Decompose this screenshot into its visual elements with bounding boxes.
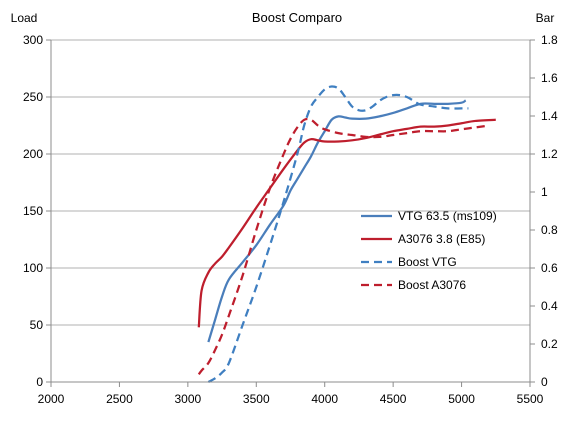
- y-tick-label: 250: [23, 90, 43, 104]
- y2-tick-label: 1.2: [541, 147, 558, 161]
- series-line-2: [207, 85, 469, 383]
- legend-label: VTG 63.5 (ms109): [398, 209, 497, 223]
- x-tick-label: 2000: [38, 392, 65, 406]
- y2-tick-label: 0.8: [541, 223, 558, 237]
- series-line-1: [197, 118, 496, 328]
- y2-tick-label: 0.2: [541, 337, 558, 351]
- y2-tick-label: 0: [541, 375, 548, 389]
- y2-tick-label: 1: [541, 185, 548, 199]
- x-tick-label: 3000: [175, 392, 202, 406]
- x-tick-label: 5500: [517, 392, 544, 406]
- y-axis-title: Load: [11, 11, 38, 25]
- x-tick-label: 3500: [243, 392, 270, 406]
- y-tick-label: 50: [30, 318, 44, 332]
- gridlines: [51, 39, 530, 326]
- legend: VTG 63.5 (ms109) A3076 3.8 (E85) Boost VTG…: [361, 209, 497, 292]
- x-tick-label: 5000: [448, 392, 475, 406]
- axes: 2000 2500 3000 3500 4000 4500 5000 550005010015…: [23, 33, 558, 406]
- y-tick-label: 100: [23, 261, 43, 275]
- series-line-0: [207, 99, 467, 343]
- y2-tick-label: 0.4: [541, 299, 558, 313]
- y2-tick-label: 1.6: [541, 71, 558, 85]
- x-tick-label: 4500: [380, 392, 407, 406]
- legend-label: Boost VTG: [398, 255, 457, 269]
- y-tick-label: 200: [23, 147, 43, 161]
- y2-tick-label: 1.8: [541, 33, 558, 47]
- x-tick-label: 2500: [106, 392, 133, 406]
- y-tick-label: 0: [36, 375, 43, 389]
- x-tick-label: 4000: [311, 392, 338, 406]
- y-tick-label: 150: [23, 204, 43, 218]
- series-lines: [197, 85, 496, 383]
- y-tick-label: 300: [23, 33, 43, 47]
- chart-title: Boost Comparo: [252, 10, 342, 25]
- y2-axis-title: Bar: [536, 11, 555, 25]
- legend-label: A3076 3.8 (E85): [398, 232, 485, 246]
- series-line-3: [197, 117, 490, 376]
- y2-tick-label: 0.6: [541, 261, 558, 275]
- y2-tick-label: 1.4: [541, 109, 558, 123]
- legend-label: Boost A3076: [398, 278, 466, 292]
